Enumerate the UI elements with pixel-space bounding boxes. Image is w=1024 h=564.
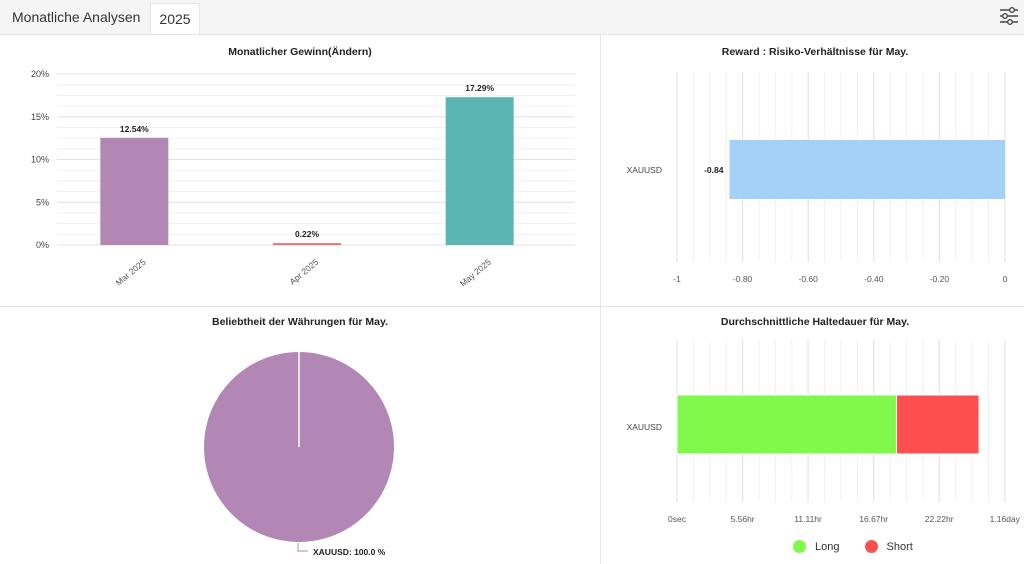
data-label: 17.29% bbox=[465, 83, 494, 93]
currency-popularity-pie: XAUUSD: 100.0 % bbox=[204, 352, 394, 557]
x-tick-label: -0.60 bbox=[799, 274, 819, 284]
chart-title-reward-risk: Reward : Risiko-Verhältnisse für May. bbox=[722, 46, 909, 58]
x-tick-label: 0 bbox=[1003, 274, 1008, 284]
legend-item-short[interactable]: Short bbox=[864, 540, 913, 553]
holding-time-legend: Long Short bbox=[793, 540, 935, 556]
monthly-gain-chart: 0% 5% 10% 15% 20% 12.54% Mar 2025 0.22% Apr 2025… bbox=[31, 69, 575, 289]
pie-label-leader bbox=[297, 543, 308, 552]
y-tick-label: 0% bbox=[36, 240, 49, 250]
bar bbox=[100, 137, 169, 245]
y-tick-label: 20% bbox=[31, 69, 49, 79]
x-tick-label: -1 bbox=[673, 274, 681, 284]
chart-title-monthly-gain: Monatlicher Gewinn(Ändern) bbox=[228, 45, 372, 58]
bar bbox=[445, 97, 514, 245]
x-tick-label: Mar 2025 bbox=[114, 257, 148, 288]
legend-label-long: Long bbox=[815, 540, 840, 553]
chart-title-holding-time: Durchschnittliche Haltedauer für May. bbox=[721, 316, 909, 328]
top-bar: Monatliche Analysen 2025 bbox=[0, 0, 1024, 35]
x-tick-label: May 2025 bbox=[458, 257, 493, 289]
settings-button[interactable] bbox=[998, 5, 1020, 27]
data-label: 0.22% bbox=[295, 229, 320, 239]
page-title: Monatliche Analysen bbox=[12, 9, 141, 25]
y-category-label: XAUUSD bbox=[627, 165, 662, 175]
holding-time-chart: 0sec 5.56hr 11.11hr 16.67hr 22.22hr 1.16day XA… bbox=[627, 340, 1021, 524]
reward-risk-chart: -1 -0.80 -0.60 -0.40 -0.20 0 -0.84 XAUUSD bbox=[627, 72, 1008, 284]
x-tick-label: -0.80 bbox=[733, 274, 753, 284]
x-tick-label: 1.16day bbox=[990, 514, 1021, 524]
x-tick-label: 22.22hr bbox=[925, 514, 954, 524]
x-tick-label: 16.67hr bbox=[859, 514, 888, 524]
tab-year[interactable]: 2025 bbox=[150, 3, 200, 34]
x-tick-label: 5.56hr bbox=[731, 514, 755, 524]
legend-item-long[interactable]: Long bbox=[793, 540, 839, 553]
y-tick-label: 5% bbox=[36, 197, 49, 207]
y-tick-label: 10% bbox=[31, 155, 49, 165]
bar bbox=[729, 140, 1005, 199]
legend-swatch-long bbox=[793, 540, 806, 553]
panel-divider-vertical bbox=[600, 35, 601, 564]
bar-segment-short bbox=[895, 394, 980, 455]
chart-title-currency-popularity: Beliebtheit der Währungen für May. bbox=[212, 316, 388, 328]
sliders-icon bbox=[1000, 7, 1018, 25]
panel-divider-horizontal bbox=[0, 306, 1024, 307]
x-tick-label: 11.11hr bbox=[794, 514, 822, 524]
x-tick-label: 0sec bbox=[668, 514, 687, 524]
data-label: 12.54% bbox=[120, 124, 149, 134]
x-tick-label: -0.40 bbox=[864, 274, 884, 284]
x-tick-label: Apr 2025 bbox=[287, 257, 320, 287]
bar-segment-long bbox=[676, 394, 897, 455]
legend-label-short: Short bbox=[886, 540, 913, 553]
bar bbox=[273, 243, 341, 246]
y-tick-label: 15% bbox=[31, 112, 49, 122]
pie-label: XAUUSD: 100.0 % bbox=[313, 547, 386, 557]
x-tick-label: -0.20 bbox=[930, 274, 950, 284]
y-category-label: XAUUSD bbox=[627, 422, 662, 432]
legend-swatch-short bbox=[864, 540, 878, 553]
data-label: -0.84 bbox=[704, 165, 724, 175]
